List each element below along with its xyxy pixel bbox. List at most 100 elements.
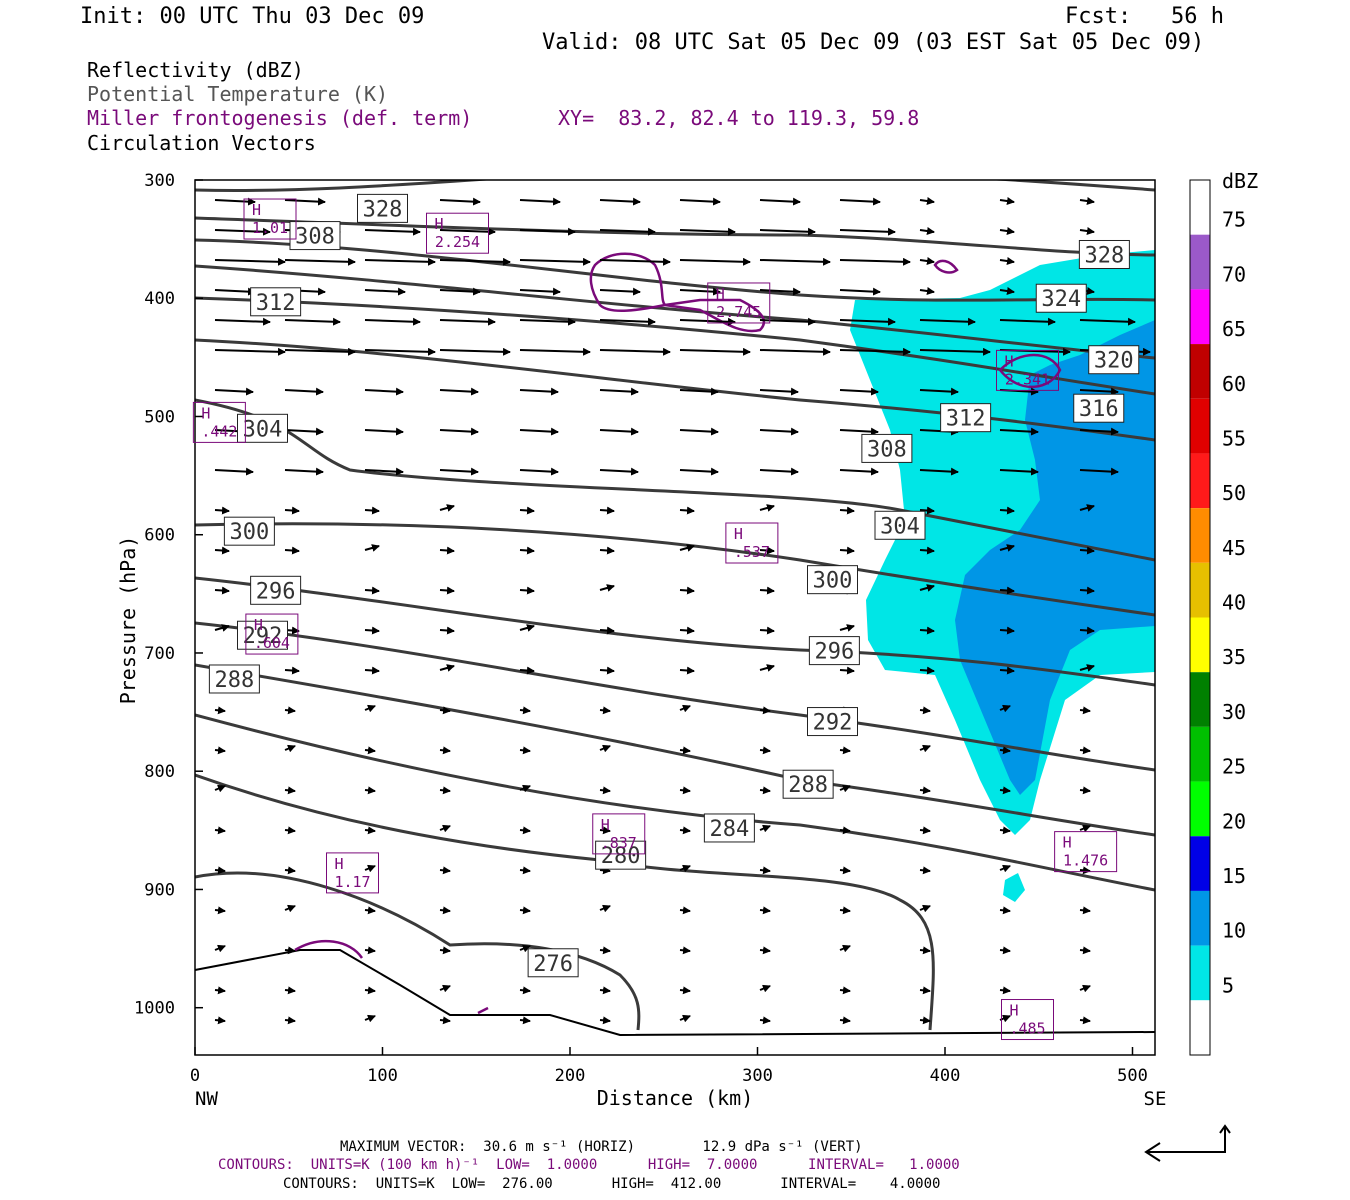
circulation-vector (919, 287, 935, 295)
colorbar-level-label: 55 (1222, 426, 1246, 450)
circulation-vector (599, 427, 639, 436)
circulation-vector (999, 227, 1015, 235)
circulation-vector (519, 866, 531, 875)
frontogenesis-max-value: 2.254 (435, 233, 480, 251)
circulation-vector (999, 467, 1039, 476)
colorbar-level-label: 70 (1222, 262, 1246, 286)
x-tick-label: 100 (367, 1066, 398, 1086)
frontogenesis-max-value: .837 (601, 834, 637, 852)
circulation-vector (439, 746, 451, 755)
isentrope-296 (195, 576, 1155, 687)
circulation-vector (759, 906, 771, 915)
circulation-vector (364, 946, 376, 955)
colorbar-swatch (1190, 781, 1210, 837)
circulation-vector (439, 586, 455, 595)
x-tick-label: 0 (190, 1066, 200, 1086)
circulation-vector (284, 427, 324, 436)
circulation-vector (1079, 746, 1091, 755)
theta-label-box (940, 403, 992, 433)
x-end-label-se: SE (1144, 1088, 1167, 1110)
circulation-vector (599, 826, 611, 835)
circulation-vector (364, 227, 421, 236)
circulation-vector (839, 986, 851, 995)
circulation-vector (999, 427, 1039, 436)
frontogenesis-max-label: H (201, 404, 210, 422)
circulation-vector (679, 786, 691, 795)
circulation-vector (839, 197, 881, 206)
circulation-vector (919, 546, 935, 555)
colorbar-swatch (1190, 617, 1210, 673)
frontogenesis-max-label: H (254, 616, 263, 634)
theta-label: 284 (710, 817, 750, 842)
theta-label: 276 (533, 952, 573, 977)
circulation-vector (519, 387, 559, 396)
theta-label: 328 (363, 197, 403, 222)
colorbar-swatch (1190, 890, 1210, 946)
theta-label-box (595, 840, 647, 870)
circulation-vector (679, 986, 691, 995)
circulation-vector (919, 584, 935, 592)
circulation-vector (439, 946, 451, 955)
theta-label-box (1073, 393, 1125, 423)
circulation-vector (919, 387, 959, 396)
circulation-vector (519, 706, 531, 715)
circulation-vector (919, 506, 935, 515)
circulation-vector (519, 944, 531, 953)
circulation-vector (439, 504, 455, 512)
circulation-vector (999, 906, 1011, 915)
circulation-vector (599, 317, 656, 326)
frontogenesis-max-value: .537 (734, 543, 770, 561)
theta-contours (195, 180, 1155, 1031)
theta-label-box (250, 287, 302, 317)
circulation-vector (214, 506, 230, 515)
circulation-vector (439, 1016, 451, 1025)
colorbar-swatch (1190, 726, 1210, 782)
theta-label-box (1078, 239, 1130, 269)
isentrope-276 (195, 871, 641, 1031)
theta-label-box (861, 433, 913, 463)
circulation-vector (759, 467, 799, 476)
circulation-vector (439, 786, 451, 795)
circulation-vector (284, 347, 356, 356)
circulation-vector (519, 257, 591, 266)
circulation-vector (284, 866, 296, 875)
circulation-vector (364, 826, 376, 835)
circulation-vector (214, 257, 286, 266)
circulation-vector (679, 287, 721, 296)
circulation-vector (759, 984, 771, 993)
circulation-vector (214, 586, 230, 595)
circulation-vector (759, 824, 771, 833)
circulation-vector (919, 1016, 931, 1025)
theta-label: 300 (230, 520, 270, 545)
circulation-vector (284, 1016, 296, 1025)
circulation-vector (519, 546, 535, 555)
circulation-vector (999, 704, 1011, 713)
circulation-vector (439, 467, 479, 476)
circulation-vector (999, 864, 1011, 873)
circulation-vector (1079, 984, 1091, 993)
circulation-vector (364, 287, 406, 296)
circulation-vector (214, 784, 226, 793)
x-end-label-nw: NW (195, 1088, 218, 1110)
frontogenesis-max-label: H (1063, 834, 1072, 852)
frontogenesis-contours (294, 252, 1062, 1015)
colorbar-level-label: 45 (1222, 536, 1246, 560)
circulation-vector (519, 586, 535, 595)
circulation-vector (839, 287, 881, 296)
circulation-vector (599, 1016, 611, 1025)
circulation-vector (519, 467, 559, 476)
circulation-vector (284, 506, 300, 515)
circulation-vector (759, 197, 801, 206)
frontogenesis-maxima: H1.01 H2.254H2.745H2.341H.442H.537H.604H.… (192, 198, 1118, 1041)
circulation-vector (364, 864, 376, 873)
frontogenesis-max-box (996, 349, 1059, 391)
circulation-vector (519, 1016, 531, 1025)
circulation-vector (364, 666, 380, 675)
circulation-vector (364, 986, 376, 995)
isentrope-328 (195, 180, 1155, 192)
section-endpoints: XY= 83.2, 82.4 to 119.3, 59.8 (558, 106, 920, 130)
circulation-vector (364, 387, 404, 396)
circulation-vector (599, 387, 639, 396)
y-tick-label: 900 (144, 880, 175, 900)
circulation-vector (759, 1016, 771, 1025)
